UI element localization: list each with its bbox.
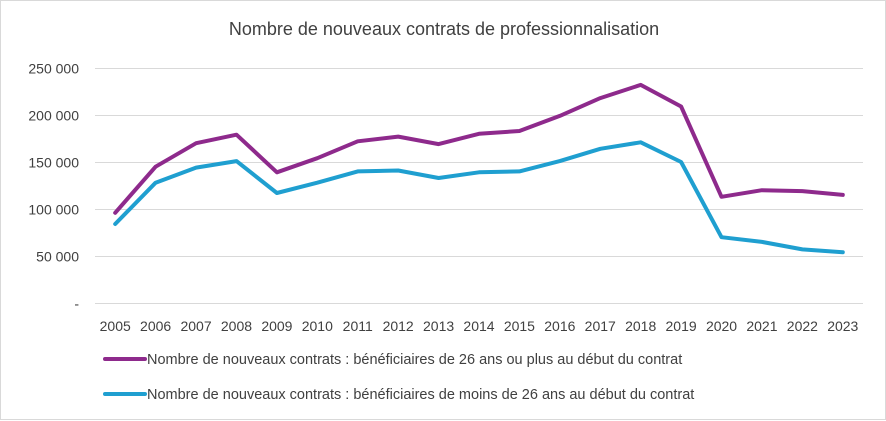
chart-title: Nombre de nouveaux contrats de professio… <box>229 19 659 39</box>
x-tick-label: 2022 <box>787 318 818 334</box>
x-tick-label: 2020 <box>706 318 737 334</box>
x-tick-label: 2009 <box>261 318 292 334</box>
legend-label-1: Nombre de nouveaux contrats : bénéficiai… <box>147 352 682 368</box>
y-tick-label: - <box>74 296 79 312</box>
series-lines <box>113 82 845 255</box>
series-line-1 <box>113 82 845 215</box>
y-tick-label: 150 000 <box>28 155 79 171</box>
x-tick-label: 2005 <box>100 318 131 334</box>
x-tick-label: 2010 <box>302 318 333 334</box>
x-tick-label: 2018 <box>625 318 656 334</box>
x-tick-label: 2008 <box>221 318 252 334</box>
series-line-2 <box>113 140 845 255</box>
legend-label-2: Nombre de nouveaux contrats : bénéficiai… <box>147 387 694 403</box>
x-tick-label: 2006 <box>140 318 171 334</box>
x-tick-label: 2013 <box>423 318 454 334</box>
x-tick-label: 2021 <box>746 318 777 334</box>
y-tick-label: 200 000 <box>28 108 79 124</box>
x-tick-label: 2016 <box>544 318 575 334</box>
x-tick-label: 2023 <box>827 318 858 334</box>
x-tick-label: 2017 <box>585 318 616 334</box>
x-axis: 2005 2006 2007 2008 2009 2010 2011 2012 2013 2014… <box>100 318 859 334</box>
y-axis: - 50 000 100 000 150 000 200 000 250 000 <box>28 61 79 312</box>
y-tick-label: 100 000 <box>28 202 79 218</box>
y-tick-label: 50 000 <box>36 249 79 265</box>
x-tick-label: 2007 <box>180 318 211 334</box>
legend: Nombre de nouveaux contrats : bénéficiai… <box>103 352 694 403</box>
x-tick-label: 2011 <box>343 318 373 334</box>
gridlines <box>95 68 863 304</box>
x-tick-label: 2015 <box>504 318 535 334</box>
x-tick-label: 2012 <box>383 318 414 334</box>
x-tick-label: 2019 <box>666 318 697 334</box>
y-tick-label: 250 000 <box>28 61 79 77</box>
x-tick-label: 2014 <box>463 318 494 334</box>
